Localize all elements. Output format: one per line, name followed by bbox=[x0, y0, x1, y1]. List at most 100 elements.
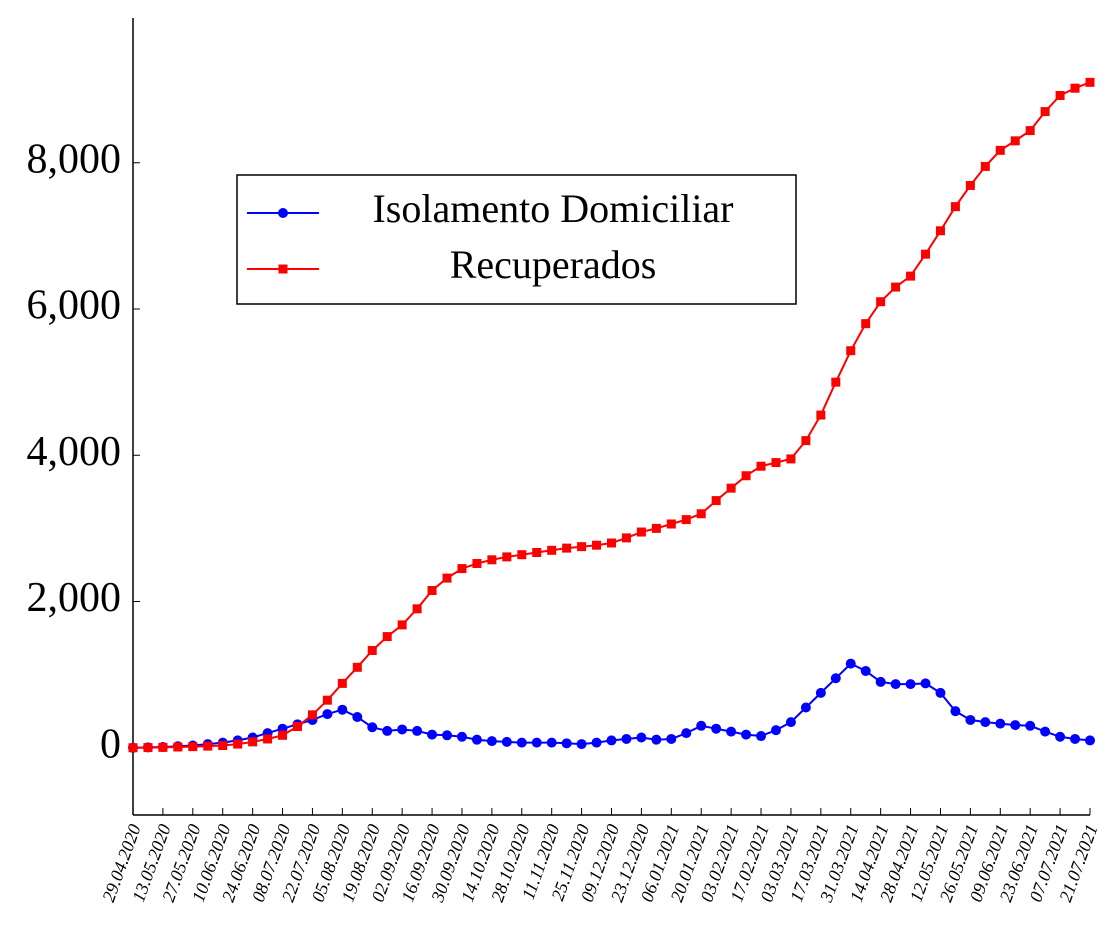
marker bbox=[322, 709, 333, 720]
marker bbox=[472, 558, 482, 568]
marker bbox=[607, 538, 616, 548]
marker bbox=[502, 552, 512, 562]
marker bbox=[427, 729, 438, 740]
marker bbox=[726, 483, 736, 493]
marker bbox=[845, 658, 856, 669]
marker bbox=[576, 739, 587, 750]
marker bbox=[696, 720, 707, 731]
legend-label: Isolamento Domiciliar bbox=[372, 186, 733, 231]
marker bbox=[427, 586, 437, 596]
marker bbox=[337, 678, 347, 688]
marker bbox=[128, 743, 138, 753]
marker bbox=[218, 741, 228, 751]
marker bbox=[367, 645, 377, 655]
marker bbox=[935, 687, 946, 698]
marker bbox=[352, 712, 363, 723]
marker bbox=[1040, 726, 1051, 737]
marker bbox=[606, 735, 617, 746]
marker bbox=[248, 737, 258, 747]
legend-label: Recuperados bbox=[450, 242, 657, 287]
marker bbox=[756, 461, 766, 471]
marker bbox=[337, 704, 348, 715]
marker bbox=[980, 717, 991, 728]
marker bbox=[1085, 77, 1095, 87]
y-tick-label: 2,000 bbox=[27, 575, 122, 621]
marker bbox=[800, 702, 811, 713]
marker bbox=[1010, 136, 1020, 146]
marker bbox=[1040, 107, 1050, 117]
marker bbox=[412, 725, 423, 736]
marker bbox=[920, 678, 931, 689]
marker bbox=[278, 730, 288, 740]
marker bbox=[188, 742, 198, 752]
marker bbox=[1010, 720, 1021, 731]
marker bbox=[233, 739, 243, 749]
marker bbox=[1055, 91, 1065, 101]
marker bbox=[965, 714, 976, 725]
marker bbox=[995, 718, 1006, 729]
marker bbox=[681, 515, 691, 525]
marker bbox=[651, 523, 661, 533]
marker bbox=[756, 731, 767, 742]
marker bbox=[263, 734, 273, 744]
marker bbox=[1055, 731, 1066, 742]
marker bbox=[442, 573, 452, 583]
marker bbox=[621, 733, 632, 744]
marker bbox=[457, 564, 467, 574]
marker bbox=[546, 737, 557, 748]
marker bbox=[950, 202, 960, 212]
y-tick-label: 6,000 bbox=[27, 283, 122, 329]
marker bbox=[696, 509, 706, 519]
marker bbox=[173, 742, 183, 752]
marker bbox=[307, 710, 317, 720]
legend: Isolamento Domiciliar Recuperados bbox=[236, 174, 797, 305]
marker bbox=[831, 377, 841, 387]
marker bbox=[950, 706, 961, 717]
marker bbox=[621, 533, 631, 543]
y-tick-label: 4,000 bbox=[27, 429, 122, 475]
marker bbox=[875, 676, 886, 687]
marker bbox=[278, 208, 288, 218]
marker bbox=[397, 724, 408, 735]
marker bbox=[532, 548, 542, 558]
marker bbox=[890, 679, 901, 690]
marker bbox=[382, 632, 392, 642]
marker bbox=[547, 545, 557, 555]
marker bbox=[711, 723, 722, 734]
marker bbox=[1085, 735, 1095, 746]
marker bbox=[801, 436, 811, 446]
marker bbox=[815, 687, 826, 698]
marker bbox=[636, 527, 646, 537]
marker bbox=[726, 726, 737, 737]
marker bbox=[456, 731, 467, 742]
marker bbox=[1025, 720, 1036, 731]
marker bbox=[397, 620, 407, 630]
marker bbox=[816, 410, 826, 420]
marker bbox=[278, 264, 288, 274]
marker bbox=[770, 725, 781, 736]
marker bbox=[367, 722, 378, 733]
marker bbox=[681, 728, 692, 739]
marker bbox=[577, 542, 587, 552]
marker bbox=[666, 733, 677, 744]
marker bbox=[591, 737, 602, 748]
marker bbox=[786, 454, 796, 464]
marker bbox=[352, 662, 362, 672]
marker bbox=[561, 738, 572, 749]
marker bbox=[487, 555, 497, 565]
y-tick-label: 0 bbox=[100, 721, 121, 767]
marker bbox=[1070, 83, 1080, 93]
marker bbox=[891, 282, 901, 292]
marker bbox=[741, 729, 752, 740]
marker bbox=[382, 725, 393, 736]
marker bbox=[906, 271, 916, 281]
marker bbox=[412, 604, 422, 614]
marker bbox=[442, 730, 453, 741]
marker bbox=[666, 519, 676, 529]
marker bbox=[830, 673, 841, 684]
marker bbox=[592, 540, 602, 550]
marker bbox=[562, 543, 572, 553]
marker bbox=[846, 346, 856, 356]
marker bbox=[935, 226, 945, 236]
